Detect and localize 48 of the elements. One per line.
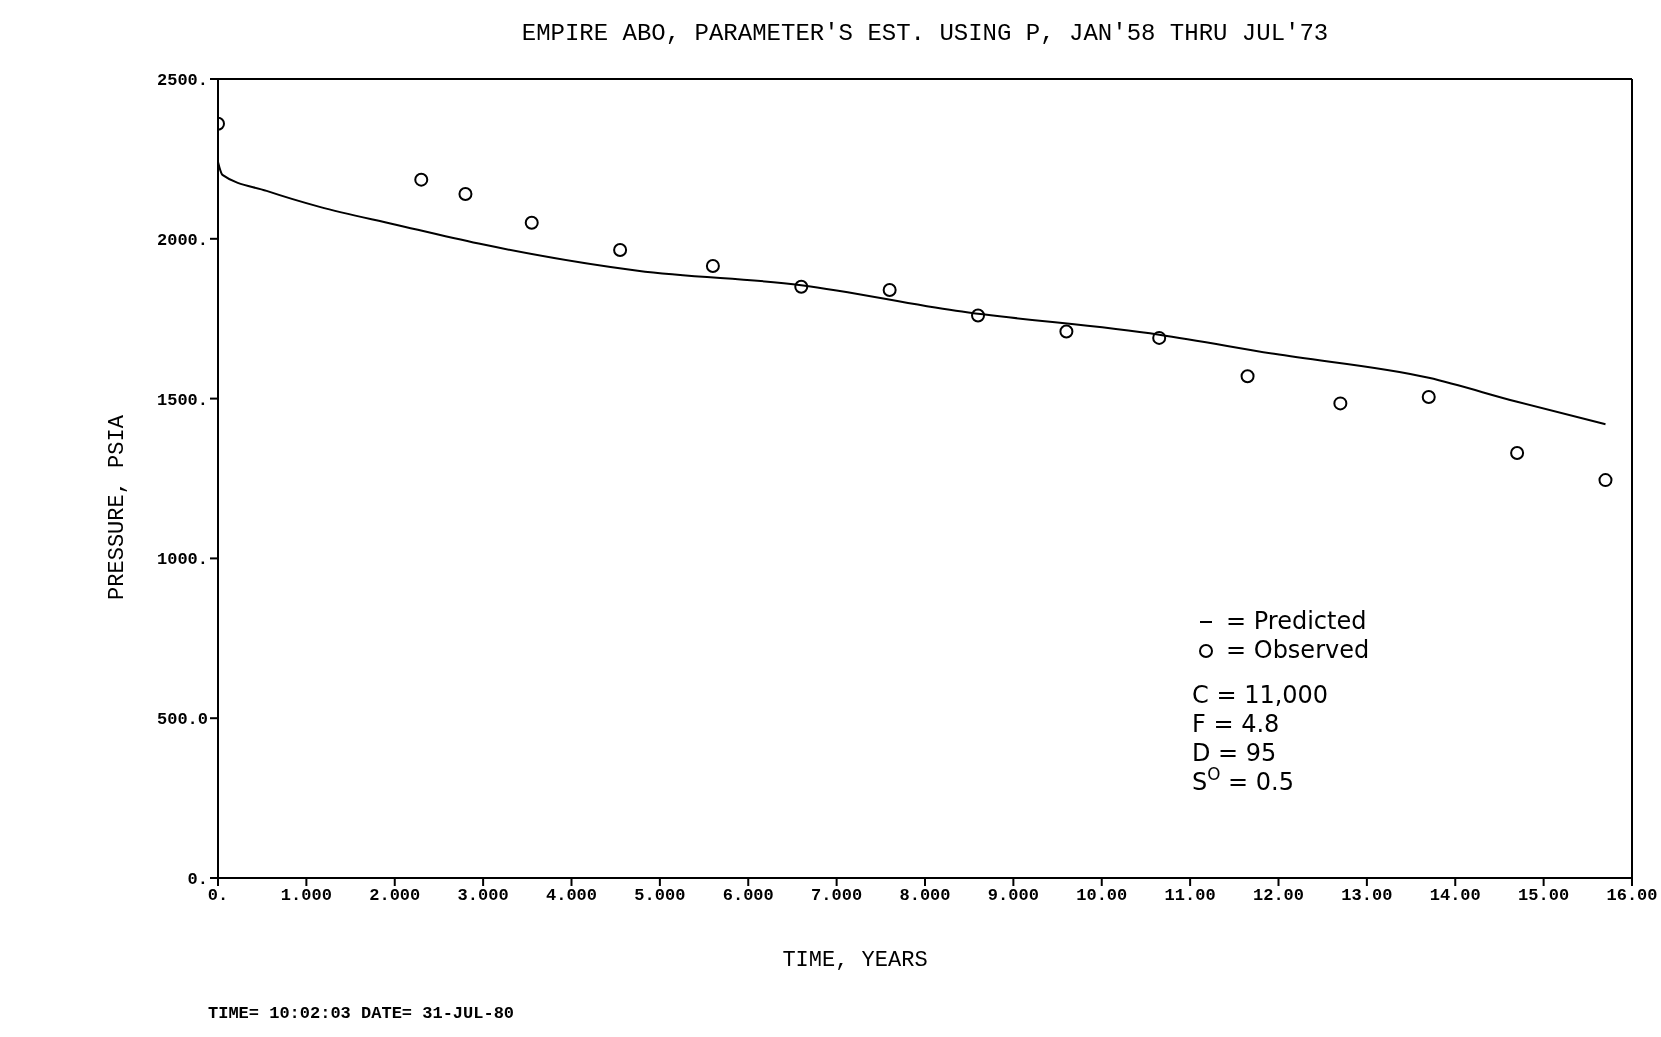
point: [1598, 473, 1613, 488]
point: [882, 282, 897, 297]
x-tick-label: 9.000: [987, 886, 1039, 906]
x-tick-label: 8.000: [899, 886, 951, 906]
point: [705, 258, 720, 273]
x-tick-label: 15.00: [1518, 886, 1570, 906]
legend-label: = Observed: [1226, 636, 1370, 665]
x-tick-label: 16.00: [1606, 886, 1658, 906]
x-tick-label: 6.000: [722, 886, 774, 906]
x-tick-label: 0.: [207, 886, 229, 906]
x-tick-label: 13.00: [1341, 886, 1393, 906]
chart-title: EMPIRE ABO, PARAMETER'S EST. USING P, JAN'58 THRU JUL'73: [521, 20, 1329, 47]
y-tick-label: 1500.: [156, 390, 208, 410]
y-axis-title: PRESSURE, PSIA: [105, 414, 130, 600]
point: [794, 279, 809, 294]
point: [1240, 369, 1255, 384]
y-tick-label: 2000.: [156, 230, 208, 250]
x-tick-label: 10.00: [1076, 886, 1128, 906]
x-tick-label: 5.000: [634, 886, 686, 906]
y-tick-label: 1000.: [156, 550, 208, 570]
point: [1421, 390, 1436, 404]
point: [1152, 330, 1167, 345]
x-tick-label: 1.000: [280, 886, 332, 906]
x-tick-label: 11.00: [1164, 886, 1216, 906]
x-tick-label: 3.000: [457, 886, 509, 906]
point: [458, 187, 473, 202]
legend-label: = Predicted: [1226, 607, 1367, 636]
point: [1059, 324, 1074, 339]
point: [414, 172, 429, 187]
point: [613, 242, 628, 257]
x-tick-label: 14.00: [1429, 886, 1481, 906]
annotation: F = 4.8: [1192, 710, 1280, 738]
y-tick-label: 2500.: [156, 71, 208, 91]
x-tick-label: 2.000: [369, 886, 421, 906]
annotation: C = 11,000: [1192, 681, 1329, 709]
y-tick-label: 0.: [187, 870, 208, 890]
x-tick-label: 12.00: [1252, 886, 1305, 906]
annotation: D = 95: [1192, 739, 1277, 767]
x-tick-label: 4.000: [545, 886, 598, 906]
annotation: S$^{O}$ = 0.5: [1192, 764, 1294, 796]
point: [1510, 445, 1525, 460]
y-tick-label: 500.0: [156, 710, 208, 730]
text: TIME= 10:02:03 DATE= 31-JUL-80: [208, 1004, 515, 1023]
point: [971, 308, 986, 323]
point: [524, 215, 539, 230]
x-axis-title: TIME, YEARS: [782, 948, 928, 973]
point: [1333, 396, 1348, 411]
x-tick-label: 7.000: [811, 886, 863, 906]
